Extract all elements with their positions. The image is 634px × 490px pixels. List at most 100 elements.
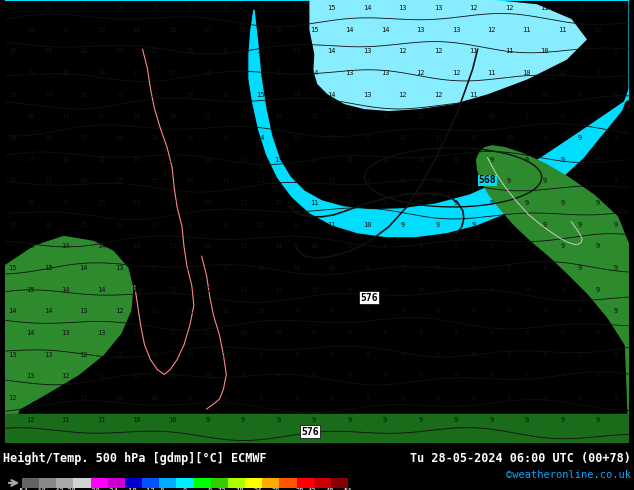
Text: 16: 16	[97, 157, 105, 163]
Text: 9: 9	[596, 287, 600, 293]
Text: 9: 9	[259, 395, 263, 401]
Text: 9: 9	[383, 330, 387, 336]
Text: 11: 11	[346, 157, 354, 163]
Text: 13: 13	[186, 221, 194, 228]
Text: 9: 9	[347, 287, 352, 293]
Text: 14: 14	[115, 221, 123, 228]
Text: 12: 12	[434, 92, 443, 98]
Text: 9: 9	[401, 308, 405, 315]
Text: 16: 16	[204, 70, 212, 76]
Text: 9: 9	[507, 221, 511, 228]
Text: 13: 13	[363, 92, 372, 98]
Text: 16: 16	[79, 178, 87, 184]
Text: 17: 17	[79, 135, 87, 141]
Text: 14: 14	[61, 244, 70, 249]
Bar	[56, 478, 74, 488]
Text: 9: 9	[454, 417, 458, 423]
Text: 14: 14	[44, 308, 52, 315]
Text: 16: 16	[115, 135, 123, 141]
Text: 9: 9	[614, 178, 618, 184]
Text: 10: 10	[221, 352, 230, 358]
Text: 11: 11	[79, 395, 87, 401]
Text: 9: 9	[578, 352, 582, 358]
Text: 9: 9	[436, 308, 441, 315]
Text: 9: 9	[294, 352, 299, 358]
Text: 9: 9	[454, 330, 458, 336]
Text: 9: 9	[436, 352, 441, 358]
Bar	[39, 478, 56, 488]
Text: 10: 10	[186, 352, 194, 358]
Text: 18: 18	[168, 26, 176, 32]
Text: 13: 13	[115, 265, 123, 271]
Text: 42: 42	[307, 489, 316, 490]
Text: 10: 10	[115, 395, 123, 401]
Text: 11: 11	[292, 221, 301, 228]
Text: 9: 9	[543, 395, 547, 401]
Text: 9: 9	[472, 395, 476, 401]
Text: 14: 14	[204, 157, 212, 163]
Text: 19: 19	[26, 70, 34, 76]
Text: 9: 9	[454, 373, 458, 379]
Text: 10: 10	[310, 287, 318, 293]
Text: 13: 13	[61, 330, 70, 336]
Text: 9: 9	[489, 200, 493, 206]
Text: 13: 13	[97, 330, 105, 336]
Text: 9: 9	[560, 417, 564, 423]
Text: 14: 14	[221, 178, 230, 184]
Text: 13: 13	[44, 352, 52, 358]
Text: 9: 9	[383, 417, 387, 423]
Text: -42: -42	[52, 489, 65, 490]
Text: 13: 13	[310, 113, 318, 119]
Text: 10: 10	[399, 178, 407, 184]
Text: 11: 11	[451, 113, 460, 119]
Text: 15: 15	[239, 70, 247, 76]
Text: 18: 18	[61, 70, 70, 76]
Text: 14: 14	[381, 26, 389, 32]
Text: 10: 10	[257, 308, 265, 315]
Polygon shape	[4, 414, 630, 443]
Text: 15: 15	[26, 244, 34, 249]
Text: 9: 9	[188, 395, 192, 401]
Text: 9: 9	[578, 221, 582, 228]
Text: 9: 9	[578, 92, 582, 98]
Text: 15: 15	[257, 92, 265, 98]
Text: 9: 9	[347, 417, 352, 423]
Text: 18: 18	[8, 135, 16, 141]
Text: 12: 12	[381, 113, 389, 119]
Text: 9: 9	[472, 308, 476, 315]
Text: 11: 11	[434, 135, 443, 141]
Bar	[314, 478, 331, 488]
Text: 19: 19	[44, 48, 52, 54]
Text: 9: 9	[347, 373, 352, 379]
Polygon shape	[477, 146, 630, 443]
Text: 9: 9	[418, 244, 423, 249]
Text: 15: 15	[328, 5, 336, 11]
Text: -54: -54	[16, 489, 29, 490]
Text: 12: 12	[363, 135, 372, 141]
Text: 9: 9	[365, 395, 370, 401]
Text: 14: 14	[239, 113, 247, 119]
Text: 9: 9	[401, 352, 405, 358]
Text: 15: 15	[310, 26, 318, 32]
Text: 17: 17	[115, 92, 123, 98]
Text: 9: 9	[294, 395, 299, 401]
Bar	[210, 478, 228, 488]
Text: 9: 9	[543, 178, 547, 184]
Text: 11: 11	[61, 417, 70, 423]
Text: 9: 9	[401, 221, 405, 228]
Text: 12: 12	[204, 287, 212, 293]
Text: 10: 10	[363, 221, 372, 228]
Text: -18: -18	[124, 489, 137, 490]
Text: 15: 15	[26, 287, 34, 293]
Text: 11: 11	[275, 244, 283, 249]
Text: 9: 9	[330, 308, 334, 315]
Polygon shape	[4, 237, 133, 443]
Text: 14: 14	[186, 178, 194, 184]
Text: 9: 9	[401, 395, 405, 401]
Text: 9: 9	[560, 244, 564, 249]
Text: 11: 11	[204, 330, 212, 336]
Text: 9: 9	[614, 395, 618, 401]
Text: 13: 13	[204, 200, 212, 206]
Text: 9: 9	[276, 417, 281, 423]
Text: 9: 9	[596, 417, 600, 423]
